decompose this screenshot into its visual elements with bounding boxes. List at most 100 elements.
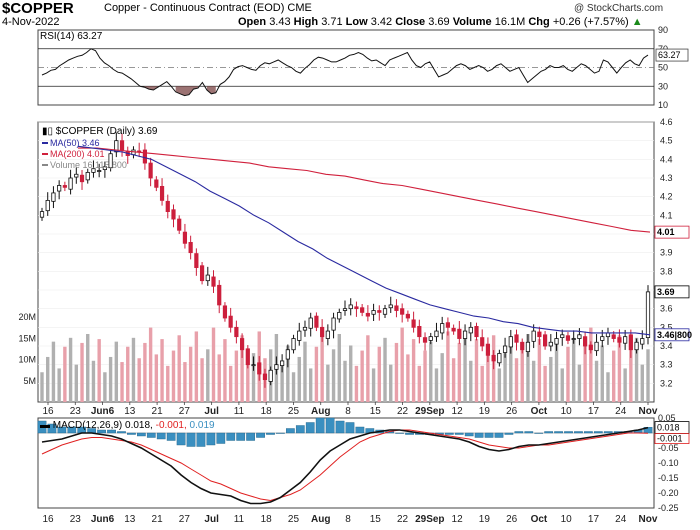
price-tick-label: 4.6 [660, 117, 673, 127]
macd-signal-value-label: -0.001 [657, 434, 683, 444]
volume-bar [417, 365, 422, 402]
price-tick-label: 3.4 [660, 341, 673, 351]
candle-body [217, 284, 222, 306]
candle-body [177, 218, 182, 231]
volume-bar [240, 335, 244, 402]
macd-histogram-bar [405, 432, 414, 435]
candle-body [583, 336, 588, 347]
volume-bar [40, 372, 44, 402]
macd-histogram-bar [355, 426, 365, 434]
x-tick-label: 12 [452, 406, 464, 417]
macd-histogram-bar [584, 431, 593, 434]
candle-body [434, 330, 439, 338]
volume-bar [126, 346, 130, 402]
macd-histogram-bar [305, 422, 315, 434]
candle-body [468, 326, 473, 334]
candle-body [285, 349, 290, 360]
volume-bar [297, 356, 301, 402]
volume-bar [451, 358, 456, 402]
macd-histogram-bar [236, 432, 246, 441]
candle-body [159, 185, 165, 201]
volume-bar [549, 356, 553, 402]
macd-histogram-bar [216, 432, 226, 444]
close-value-tag [654, 285, 690, 299]
volume-bar [86, 334, 90, 402]
x-tick-label: Jul [204, 406, 219, 417]
volume-bar [291, 372, 296, 402]
price-tick-label: 4.4 [660, 154, 673, 164]
macd-histogram-bar [156, 432, 166, 440]
candle-body [102, 166, 107, 171]
volume-bar [640, 364, 644, 402]
x-tick-label: 29Sep [415, 406, 444, 417]
macd-x-tick-label: 12 [452, 514, 464, 525]
volume-bar [97, 339, 101, 402]
macd-histogram-bar [67, 426, 77, 434]
candle-body [640, 338, 645, 345]
x-tick-label: 21 [152, 406, 164, 417]
macd-x-tick-label: 13 [124, 514, 136, 525]
volume-bar [400, 327, 404, 402]
contract-description: Copper - Continuous Contract (EOD) CME [104, 2, 312, 14]
candle-body [337, 311, 342, 320]
macd-tick-label: 0.05 [658, 413, 676, 423]
candle-body [548, 341, 553, 347]
candle-body [542, 334, 548, 347]
candle-body [405, 313, 410, 319]
macd-histogram-bar [295, 425, 305, 434]
macd-x-tick-label: 26 [506, 514, 518, 525]
volume-bar [337, 334, 341, 402]
candle-body [245, 348, 250, 366]
volume-bar [80, 342, 84, 402]
volume-bar [394, 342, 399, 402]
rsi-last-value-label: 63.27 [658, 50, 681, 60]
x-tick-label: Aug [311, 406, 330, 417]
macd-histogram-bar [186, 432, 196, 447]
candle-body [154, 179, 159, 188]
volume-bar [280, 360, 284, 402]
macd-tick-label: -0.05 [658, 443, 679, 453]
volume-bar [68, 337, 73, 402]
macd-x-tick-label: 16 [42, 514, 54, 525]
volume-bar [91, 360, 96, 402]
candle-body [194, 253, 199, 269]
macd-x-tick-label: Jun6 [91, 514, 115, 525]
candle-body [45, 199, 50, 212]
macd-x-tick-label: Oct [531, 514, 548, 525]
volume-bar [526, 334, 530, 402]
candle-body [520, 341, 525, 351]
volume-bar [154, 354, 159, 402]
macd-histogram-bar [474, 432, 484, 438]
candle-body [645, 291, 651, 339]
candle-body [257, 362, 262, 375]
volume-bar [148, 327, 153, 402]
volume-bar [554, 341, 559, 402]
candle-body [274, 364, 279, 370]
volume-bar [623, 368, 627, 402]
x-tick-label: 10 [561, 406, 573, 417]
high-value: 3.71 [321, 16, 343, 28]
volume-bar [617, 335, 622, 402]
rsi-tick-label: 90 [658, 25, 668, 35]
volume-bar [63, 346, 67, 402]
ma50-value-tag [654, 328, 690, 342]
volume-bar [446, 331, 450, 402]
macd-tick-label: -0.15 [658, 473, 679, 483]
candle-body [302, 326, 308, 331]
volume-bar [509, 337, 513, 402]
macd-histogram-bar [136, 432, 146, 437]
chg-value: +0.26 (+7.57%) [552, 16, 629, 28]
candle-body [199, 265, 205, 282]
ma50-line [77, 145, 651, 336]
candle-body [371, 310, 376, 315]
x-tick-label: 22 [397, 406, 409, 417]
price-tick-label: 3.9 [660, 248, 673, 258]
volume-tick-label: 15M [18, 333, 36, 343]
volume-bar [371, 368, 376, 402]
volume-bar [406, 354, 410, 402]
volume-bar [286, 345, 290, 402]
candle-body [222, 305, 228, 319]
candle-body [525, 341, 531, 352]
